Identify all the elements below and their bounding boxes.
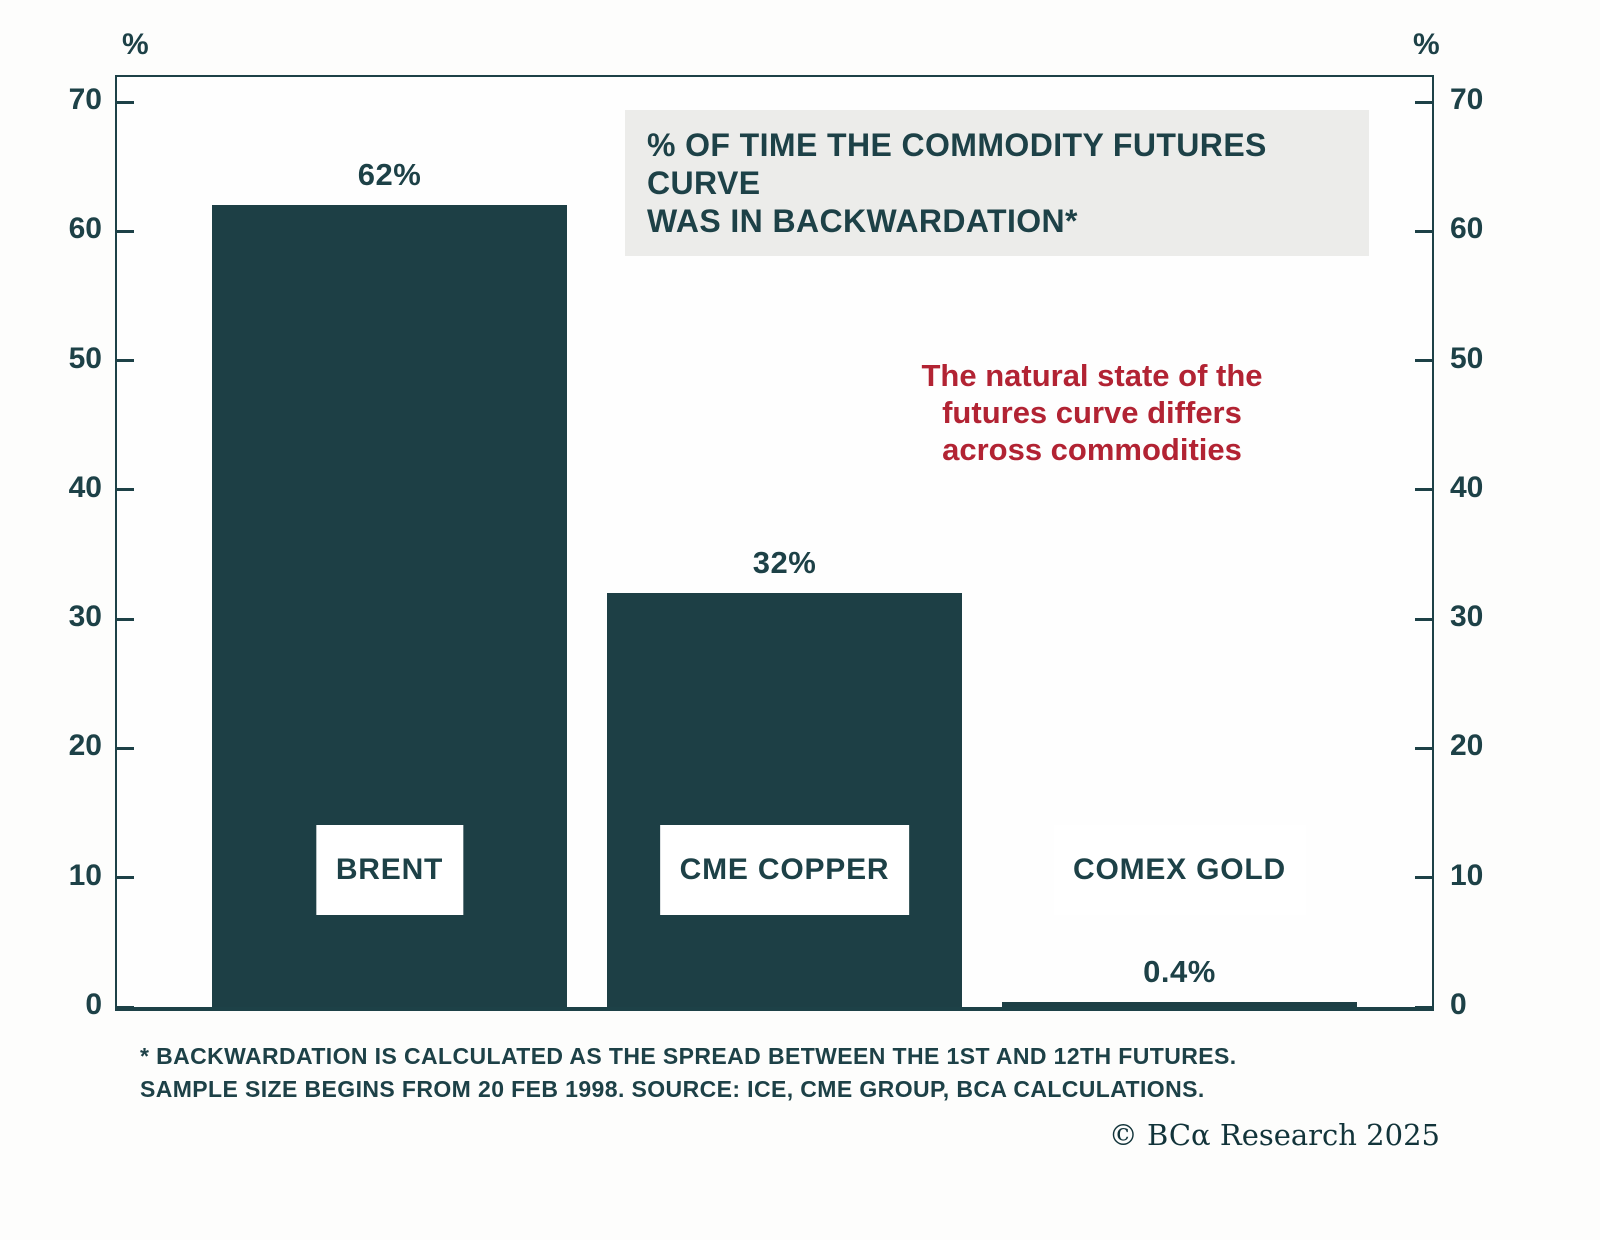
annotation-line1: The natural state of the xyxy=(921,358,1263,393)
y-tick-mark-right xyxy=(1415,617,1432,621)
y-axis-unit-left: % xyxy=(122,28,149,61)
y-tick-mark-left xyxy=(117,359,134,363)
chart-title-line2: WAS IN BACKWARDATION* xyxy=(647,203,1078,239)
y-tick-mark-right xyxy=(1415,488,1432,492)
y-tick-label-left: 40 xyxy=(68,470,102,504)
y-tick-label-left: 70 xyxy=(68,83,102,116)
bar-cme-copper xyxy=(607,593,962,1007)
y-tick-mark-left xyxy=(117,488,134,492)
footnote-line1: * BACKWARDATION IS CALCULATED AS THE SPR… xyxy=(140,1043,1237,1069)
y-tick-label-left: 20 xyxy=(68,729,102,763)
y-tick-label-left: 60 xyxy=(68,212,102,246)
y-tick-label-right: 70 xyxy=(1450,83,1484,116)
footnote: * BACKWARDATION IS CALCULATED AS THE SPR… xyxy=(140,1040,1237,1106)
y-tick-mark-left xyxy=(117,1005,134,1009)
copyright: © BCα Research 2025 xyxy=(1108,1118,1440,1152)
y-tick-label-left: 30 xyxy=(68,600,102,634)
y-tick-label-right: 20 xyxy=(1450,729,1484,763)
y-tick-mark-right xyxy=(1415,229,1432,233)
bar-category-label-brent: BRENT xyxy=(315,825,464,915)
plot-area: 62% BRENT 32% CME COPPER 0.4% COMEX GOLD… xyxy=(115,75,1434,1011)
y-tick-mark-left xyxy=(117,746,134,750)
y-tick-mark-left xyxy=(117,100,134,104)
y-tick-label-right: 10 xyxy=(1450,858,1484,892)
y-tick-mark-left xyxy=(117,876,134,880)
bar-category-label-cme-copper: CME COPPER xyxy=(659,825,910,915)
bar-category-label-comex-gold: COMEX GOLD xyxy=(1052,825,1307,915)
y-tick-mark-right xyxy=(1415,100,1432,104)
bar-group-brent: 62% BRENT xyxy=(212,77,567,1007)
y-tick-label-left: 0 xyxy=(85,988,102,1021)
bar-value-label-brent: 62% xyxy=(357,157,422,193)
y-tick-label-left: 50 xyxy=(68,341,102,375)
y-tick-mark-right xyxy=(1415,746,1432,750)
y-tick-label-right: 50 xyxy=(1450,341,1484,375)
y-axis-unit-right: % xyxy=(1413,28,1440,61)
bar-value-label-cme-copper: 32% xyxy=(752,545,817,581)
annotation-line3: across commodities xyxy=(942,432,1242,467)
chart-title: % OF TIME THE COMMODITY FUTURES CURVE WA… xyxy=(625,110,1369,256)
y-tick-label-right: 40 xyxy=(1450,470,1484,504)
y-tick-mark-left xyxy=(117,617,134,621)
footnote-line2: SAMPLE SIZE BEGINS FROM 20 FEB 1998. SOU… xyxy=(140,1076,1205,1102)
y-tick-mark-right xyxy=(1415,876,1432,880)
y-tick-label-right: 0 xyxy=(1450,988,1467,1021)
y-tick-label-left: 10 xyxy=(68,858,102,892)
bar-group-comex-gold: 0.4% COMEX GOLD xyxy=(1002,77,1357,1007)
annotation-line2: futures curve differs xyxy=(942,395,1242,430)
annotation-text: The natural state of the futures curve d… xyxy=(892,357,1292,468)
bar-value-label-comex-gold: 0.4% xyxy=(1143,953,1216,989)
y-tick-mark-right xyxy=(1415,359,1432,363)
bar-group-cme-copper: 32% CME COPPER xyxy=(607,77,962,1007)
y-tick-label-right: 60 xyxy=(1450,212,1484,246)
y-tick-label-right: 30 xyxy=(1450,600,1484,634)
y-tick-mark-right xyxy=(1415,1005,1432,1009)
bar-comex-gold xyxy=(1002,1001,1357,1007)
y-tick-mark-left xyxy=(117,229,134,233)
chart-title-line1: % OF TIME THE COMMODITY FUTURES CURVE xyxy=(647,127,1267,201)
